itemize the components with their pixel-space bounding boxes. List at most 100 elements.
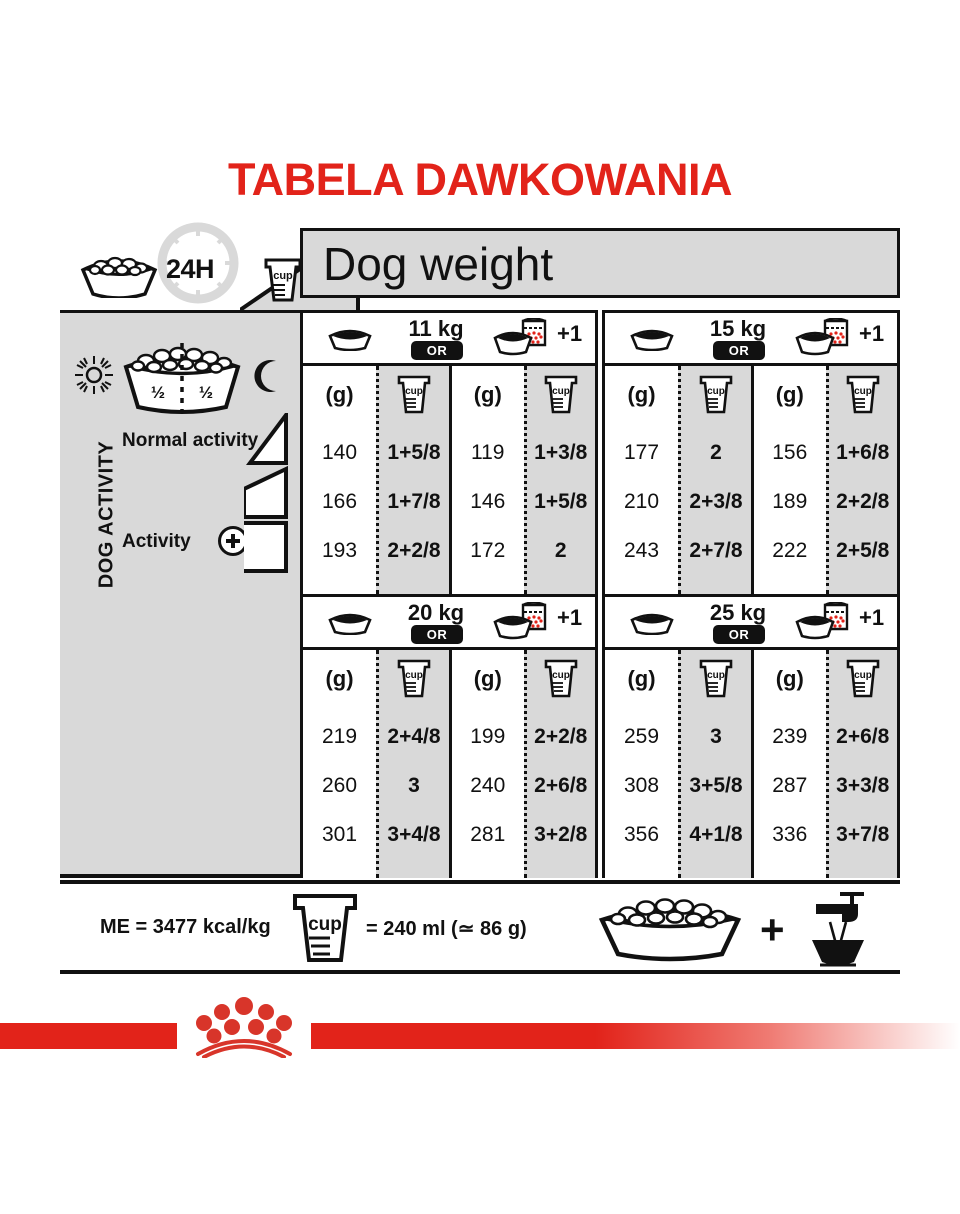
cups-values: 2+2/8 2+6/8 3+2/8 [527,712,596,859]
dog-bowl-icon [328,329,372,351]
svg-text:cup: cup [552,670,570,681]
grams-label: (g) [473,666,502,691]
table-cell: 177 [623,441,660,464]
grams-label: (g) [775,382,804,407]
or-badge: OR [411,341,463,360]
food-bag-bowl-icon [795,602,849,640]
faucet-water-bowl-icon [812,892,864,967]
weight-value: 25 kg [709,600,767,625]
energy-value: ME = 3477 kcal/kg [100,916,271,938]
grams-values: 119 146 172 [452,428,524,575]
dog-bowl-icon [80,256,158,298]
grams-label: (g) [473,382,502,407]
activity-level-normal-label: Normal activity [122,430,259,451]
table-cell: 4+1/8 [689,823,743,846]
duration-label: 24H [166,254,215,284]
table-cell: 356 [623,823,660,846]
measuring-cup-icon: cup [699,659,733,698]
table-cell: 2 [710,441,722,464]
plus-sign: + [760,906,785,953]
grams-column: (g) 239 287 336 [754,650,826,878]
svg-text:cup: cup [552,386,570,397]
table-cell: 2+7/8 [689,539,743,562]
grams-column: (g) 177 210 243 [605,366,678,594]
subcolumn: (g) 219 260 301 [303,650,449,878]
cups-column: cup 1+6/8 2+2/8 2+5/8 [825,366,897,594]
royal-canin-crown-logo [196,997,292,1058]
table-cell: 243 [623,539,660,562]
svg-text:cup: cup [405,386,423,397]
cups-values: 1+5/8 1+7/8 2+2/8 [379,428,449,575]
table-cell: 222 [772,539,808,562]
svg-text:cup: cup [707,386,725,397]
table-cell: 3+2/8 [534,823,588,846]
table-cell: 3+5/8 [689,774,743,797]
cups-column: cup 2+4/8 3 3+4/8 [376,650,449,878]
plus-one-label: +1 [859,605,885,630]
measuring-cup-icon: cup [397,375,431,414]
weight-group-body: (g) 140 166 193 [303,366,595,594]
cups-column-header: cup [379,372,449,420]
weight-group-11kg: 11 kg OR +1 [300,310,598,594]
grams-column: (g) 156 189 222 [754,366,826,594]
table-cell: 240 [470,774,506,797]
table-cell: 2 [554,539,567,562]
dog-weight-header: Dog weight [300,228,900,298]
table-cell: 119 [471,441,505,464]
cups-column-header: cup [379,656,449,704]
table-cell: 336 [772,823,808,846]
grams-column: (g) 259 308 356 [605,650,678,878]
table-cell: 281 [470,823,506,846]
table-cell: 2+5/8 [836,539,890,562]
table-cell: 2+4/8 [387,725,441,748]
weight-group-header: 15 kg OR +1 [605,313,897,366]
cups-column: cup 2+2/8 2+6/8 3+2/8 [523,650,596,878]
subcolumn: (g) 140 166 193 [303,366,449,594]
footer-divider-top [60,880,900,884]
grams-values: 219 260 301 [303,712,376,859]
dog-activity-panel: ½ ½ DOG ACTIVITY Normal activity Activit… [60,310,300,878]
table-cell: 210 [623,490,660,513]
cups-values: 2 2+3/8 2+7/8 [681,428,751,575]
subcolumn: (g) 119 146 172 [449,366,595,594]
cups-values: 2+4/8 3 3+4/8 [379,712,449,859]
table-cell: 2+2/8 [387,539,441,562]
weight-value: 15 kg [709,316,767,341]
weight-group-body: (g) 219 260 301 [303,650,595,878]
grams-label: (g) [325,666,354,691]
activity-level-high-label: Activity [122,531,191,552]
weight-group-header: 11 kg OR +1 [303,313,595,366]
table-cell: 1+7/8 [387,490,441,513]
svg-text:cup: cup [308,914,342,935]
weight-group-body: (g) 259 308 356 [605,650,897,878]
table-cell: 1+5/8 [387,441,441,464]
plus-one-label: +1 [859,321,885,346]
dog-activity-axis-label: DOG ACTIVITY [95,440,118,589]
cups-column-header: cup [527,372,596,420]
table-cell: 219 [321,725,358,748]
weight-value: 11 kg [408,316,464,341]
measuring-cup-icon: cup [846,659,880,698]
dog-bowl-icon [328,613,372,635]
measuring-cup-icon: cup [264,258,302,302]
food-bag-bowl-icon [493,602,547,640]
grams-column-header: (g) [605,372,678,420]
subcolumn: (g) 259 308 356 [605,650,751,878]
grams-values: 199 240 281 [452,712,524,859]
grams-values: 177 210 243 [605,428,678,575]
table-cell: 193 [321,539,358,562]
footer-info: ME = 3477 kcal/kg cup = 240 ml (≃ 86 g) … [60,884,900,972]
grams-values: 156 189 222 [754,428,826,575]
grams-values: 259 308 356 [605,712,678,859]
subcolumn: (g) 156 189 222 [751,366,897,594]
weight-group-header: 25 kg OR +1 [605,597,897,650]
grams-values: 239 287 336 [754,712,826,859]
weight-block-2: 20 kg OR +1 [300,594,900,878]
measuring-cup-icon: cup [397,659,431,698]
table-corner-cell: 24H [60,222,300,310]
grams-label: (g) [627,666,656,691]
table-cell: 2+3/8 [689,490,743,513]
measuring-cup-icon: cup [293,894,357,962]
cups-column: cup 2+6/8 3+3/8 3+7/8 [825,650,897,878]
grams-values: 140 166 193 [303,428,376,575]
